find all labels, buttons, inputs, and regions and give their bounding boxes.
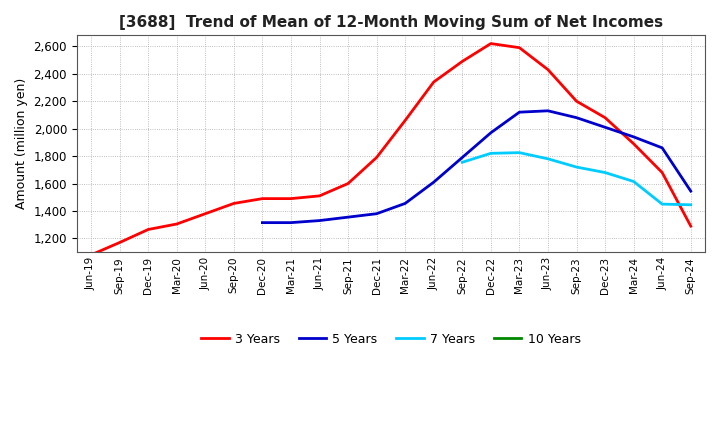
7 Years [686, 202, 695, 207]
3 Years [487, 41, 495, 46]
3 Years [686, 224, 695, 229]
3 Years [401, 118, 410, 123]
7 Years [544, 156, 552, 161]
3 Years [458, 59, 467, 64]
5 Years [401, 201, 410, 206]
7 Years [487, 150, 495, 156]
Line: 7 Years: 7 Years [462, 153, 690, 205]
Line: 5 Years: 5 Years [262, 111, 690, 223]
5 Years [315, 218, 324, 223]
3 Years [658, 170, 667, 175]
3 Years [600, 115, 609, 120]
3 Years [230, 201, 238, 206]
3 Years [258, 196, 266, 201]
7 Years [658, 202, 667, 207]
5 Years [600, 125, 609, 130]
3 Years [572, 99, 581, 104]
5 Years [658, 145, 667, 150]
Y-axis label: Amount (million yen): Amount (million yen) [15, 78, 28, 209]
5 Years [343, 215, 352, 220]
5 Years [515, 110, 523, 115]
7 Years [515, 150, 523, 155]
5 Years [686, 188, 695, 194]
5 Years [629, 134, 638, 139]
3 Years [629, 141, 638, 147]
3 Years [115, 240, 124, 245]
3 Years [315, 193, 324, 198]
3 Years [287, 196, 295, 201]
7 Years [600, 170, 609, 175]
5 Years [487, 130, 495, 136]
3 Years [544, 67, 552, 72]
5 Years [429, 180, 438, 185]
5 Years [458, 155, 467, 160]
5 Years [287, 220, 295, 225]
7 Years [458, 160, 467, 165]
7 Years [629, 179, 638, 184]
7 Years [572, 165, 581, 170]
3 Years [172, 221, 181, 227]
Legend: 3 Years, 5 Years, 7 Years, 10 Years: 3 Years, 5 Years, 7 Years, 10 Years [196, 328, 585, 351]
5 Years [372, 211, 381, 216]
3 Years [372, 155, 381, 160]
3 Years [343, 181, 352, 186]
5 Years [544, 108, 552, 114]
3 Years [429, 79, 438, 84]
5 Years [258, 220, 266, 225]
5 Years [572, 115, 581, 120]
3 Years [144, 227, 153, 232]
3 Years [86, 252, 95, 257]
3 Years [515, 45, 523, 50]
3 Years [201, 211, 210, 216]
Title: [3688]  Trend of Mean of 12-Month Moving Sum of Net Incomes: [3688] Trend of Mean of 12-Month Moving … [119, 15, 663, 30]
Line: 3 Years: 3 Years [91, 44, 690, 255]
